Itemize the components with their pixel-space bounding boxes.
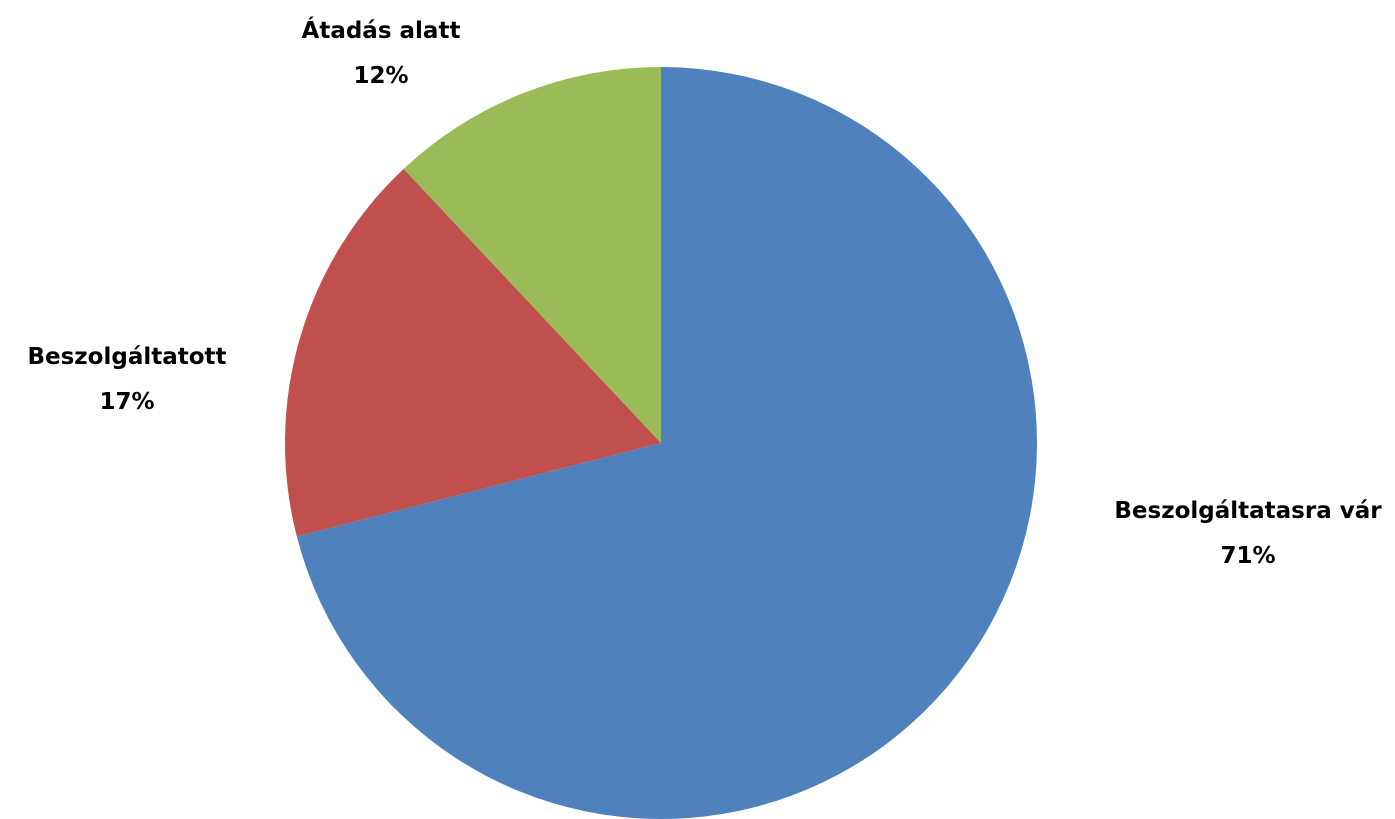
slice-label-beszolgaltatasra-var: Beszolgáltatasra vár — [1114, 498, 1382, 524]
pie-slices — [285, 66, 1038, 819]
pie-slice-3 — [403, 66, 661, 443]
slice-value-beszolgaltatasra-var: 71% — [1220, 543, 1275, 569]
pie-slice-2 — [285, 168, 661, 537]
slice-label-atadas-alatt: Átadás alatt — [302, 16, 461, 44]
slice-value-beszolgaltatott: 17% — [99, 389, 154, 415]
pie-slice-1 — [296, 67, 1038, 819]
slice-value-atadas-alatt: 12% — [353, 63, 408, 89]
slice-label-beszolgaltatott: Beszolgáltatott — [27, 344, 226, 370]
